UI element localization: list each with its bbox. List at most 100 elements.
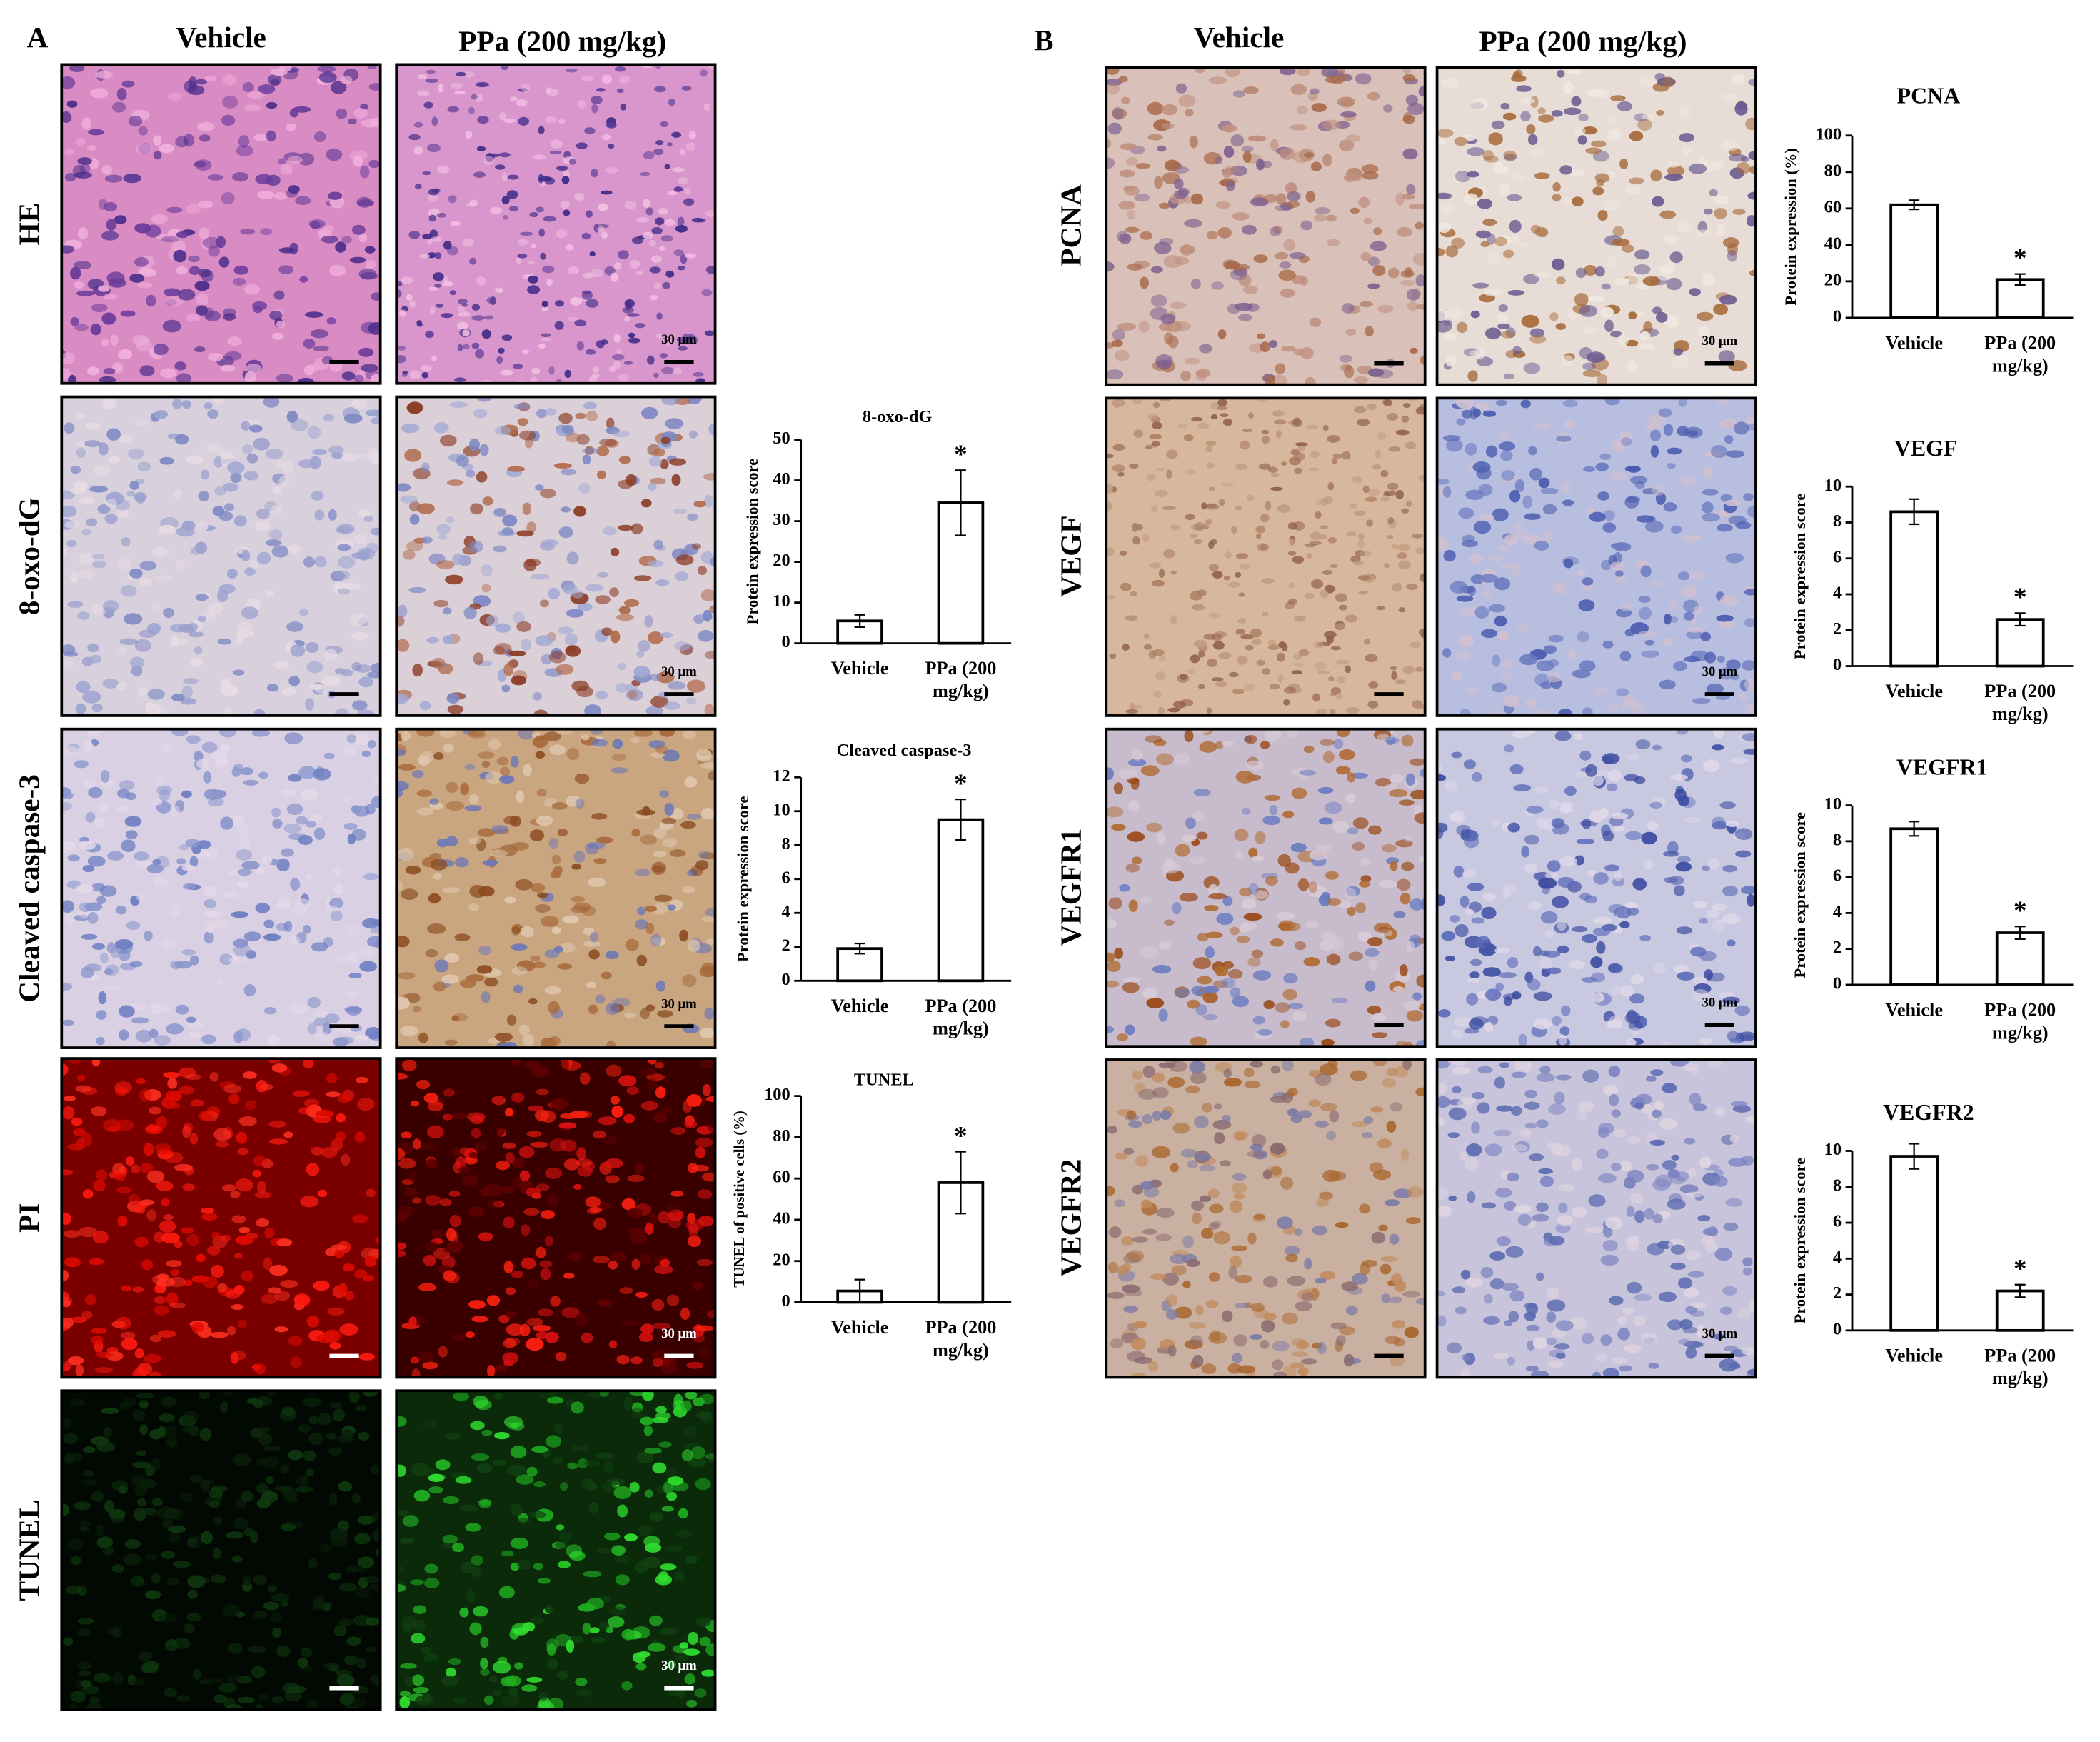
- cell: [665, 337, 672, 347]
- cell: [601, 339, 608, 345]
- cell: [144, 1354, 161, 1363]
- cell: [1558, 1183, 1574, 1191]
- cell: [693, 371, 704, 377]
- cell: [1135, 163, 1150, 169]
- cell: [502, 1695, 520, 1707]
- cell: [1603, 510, 1615, 521]
- cell: [217, 638, 232, 645]
- cell: [473, 171, 486, 179]
- cell: [1466, 171, 1479, 178]
- cell: [347, 833, 356, 845]
- cell: [77, 1628, 91, 1637]
- cell: [313, 1116, 332, 1123]
- cell: [592, 1256, 610, 1264]
- cell: [458, 298, 468, 305]
- cell: [431, 657, 446, 669]
- cell: [410, 1633, 426, 1644]
- cell: [409, 300, 416, 308]
- cell: [1742, 1257, 1753, 1267]
- cell: [1125, 863, 1140, 873]
- cell: [194, 159, 212, 171]
- cell: [131, 1576, 145, 1587]
- cell: [530, 1141, 549, 1148]
- cell: [1240, 440, 1250, 450]
- cell: [538, 174, 544, 184]
- cell: [1332, 821, 1349, 834]
- cell: [358, 1353, 376, 1361]
- cell: [1455, 1306, 1467, 1315]
- cell: [1208, 563, 1219, 572]
- cell: [261, 1293, 278, 1305]
- cell: [270, 68, 288, 76]
- cell: [581, 290, 592, 294]
- cell: [1140, 1199, 1152, 1209]
- cell: [106, 428, 121, 441]
- cell: [406, 401, 423, 414]
- cell: [1526, 124, 1536, 134]
- cell: [694, 1688, 707, 1698]
- cell: [665, 270, 675, 278]
- cell: [508, 650, 526, 657]
- cell: [1442, 333, 1457, 342]
- cell: [64, 521, 80, 529]
- cell: [293, 1296, 308, 1302]
- micrograph: [1437, 398, 1756, 716]
- micrograph: [1437, 67, 1756, 385]
- cell: [333, 884, 344, 896]
- cell: [1482, 410, 1497, 417]
- cell: [1291, 419, 1303, 428]
- cell: [583, 401, 598, 410]
- cell: [200, 1207, 215, 1214]
- cell: [218, 1682, 237, 1693]
- cell: [154, 1305, 169, 1316]
- cell: [1270, 226, 1281, 237]
- cell: [555, 729, 574, 735]
- cell: [1644, 520, 1664, 533]
- cell: [1298, 649, 1310, 656]
- cell: [1305, 191, 1315, 203]
- cell: [1411, 534, 1424, 539]
- cell: [1717, 621, 1736, 628]
- cell: [303, 1098, 320, 1108]
- cell: [1335, 766, 1351, 775]
- cell: [1440, 204, 1455, 214]
- y-tick-label: 12: [773, 766, 790, 786]
- cell: [199, 134, 211, 142]
- cell: [89, 1696, 100, 1705]
- cell: [1744, 679, 1756, 691]
- cell: [1166, 1308, 1178, 1320]
- cell: [129, 1003, 148, 1011]
- cell: [1329, 1110, 1340, 1123]
- cell: [313, 1281, 330, 1291]
- cell: [416, 1079, 431, 1090]
- cell: [1577, 631, 1589, 643]
- cell: [628, 332, 635, 339]
- cell: [623, 1396, 633, 1410]
- cell: [680, 821, 696, 829]
- cell: [103, 599, 119, 612]
- cell: [251, 1666, 266, 1678]
- cell: [1555, 1352, 1566, 1359]
- cell: [419, 751, 435, 763]
- cell: [1683, 656, 1701, 663]
- cell: [1494, 236, 1507, 246]
- cell: [138, 268, 157, 277]
- cell: [1400, 279, 1415, 286]
- cell: [1326, 898, 1342, 906]
- cell: [287, 544, 301, 554]
- cell: [1666, 161, 1679, 168]
- cell: [673, 1571, 685, 1582]
- cell: [164, 1151, 184, 1164]
- cell: [1463, 759, 1477, 769]
- cell: [1192, 1212, 1202, 1225]
- cell: [362, 1391, 378, 1397]
- cell: [1230, 987, 1241, 998]
- cell: [1556, 276, 1566, 285]
- cell: [128, 1194, 141, 1206]
- cell: [1402, 1291, 1421, 1298]
- cell: [1370, 1106, 1383, 1113]
- cell: [672, 167, 685, 173]
- cell: [1157, 706, 1165, 716]
- cell: [1481, 906, 1497, 919]
- cell: [194, 646, 203, 654]
